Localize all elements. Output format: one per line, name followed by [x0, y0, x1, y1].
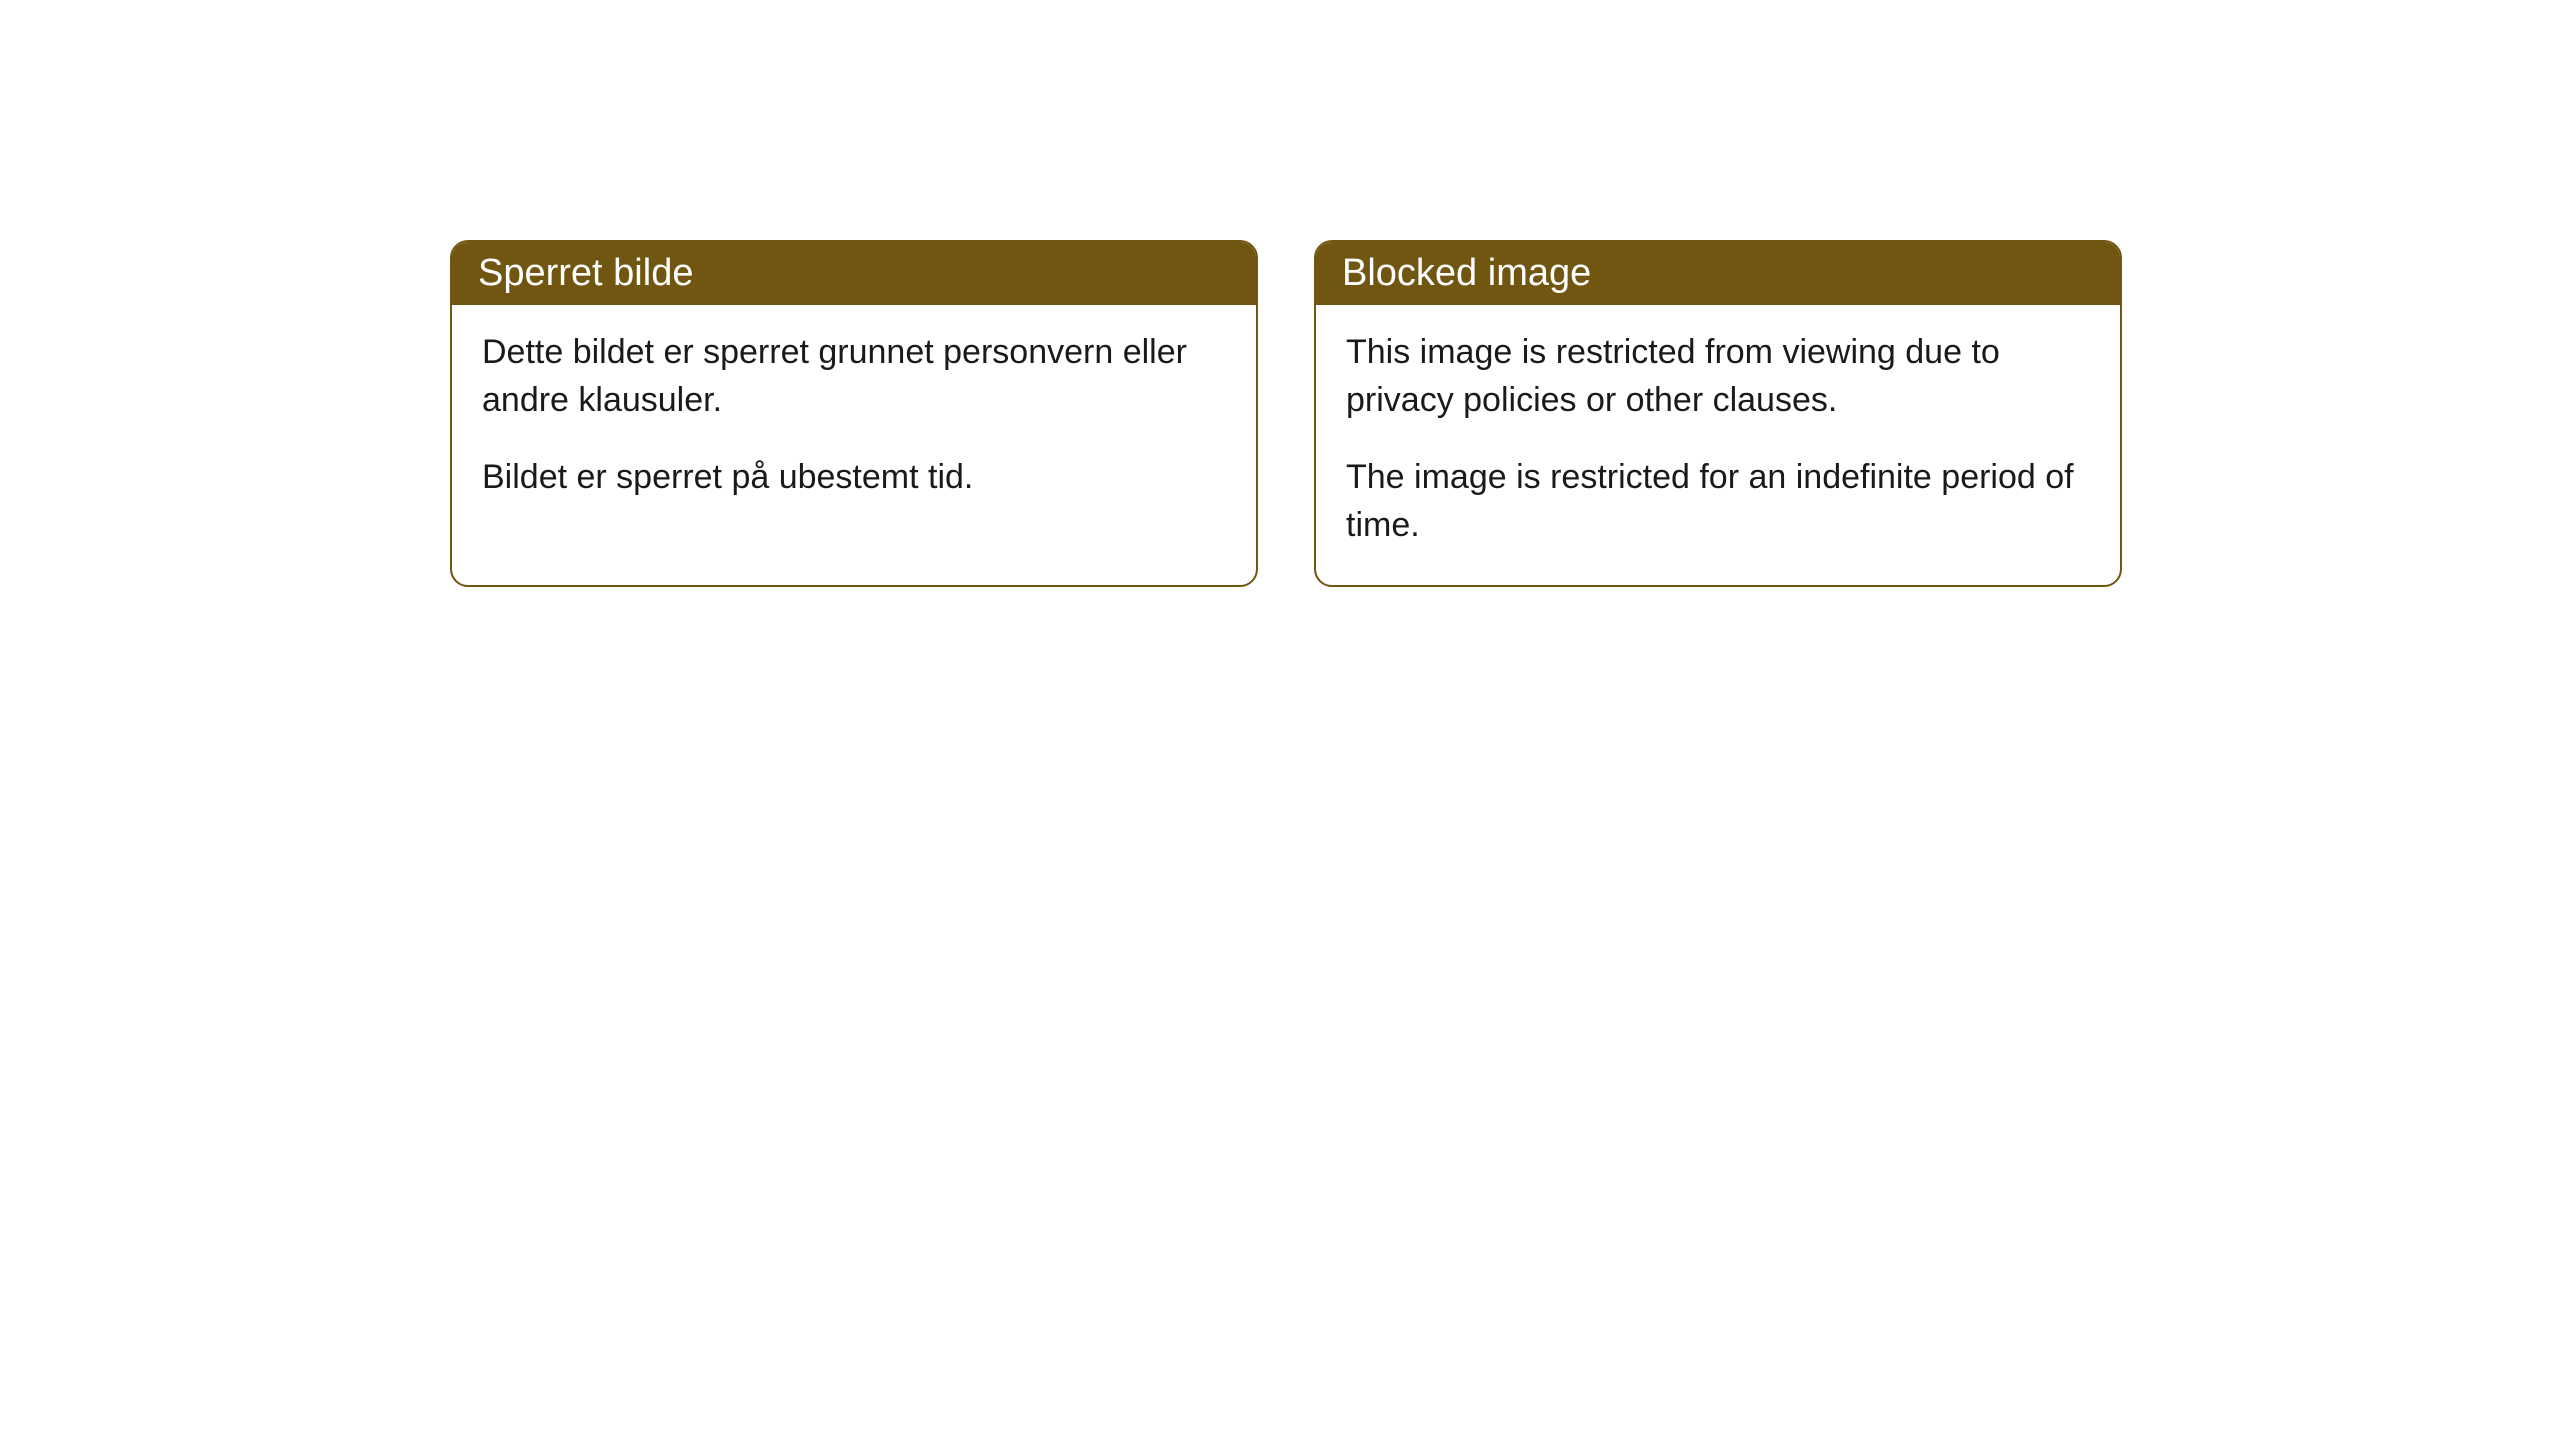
notice-container: Sperret bilde Dette bildet er sperret gr… [450, 240, 2122, 587]
card-paragraph: Bildet er sperret på ubestemt tid. [482, 454, 1226, 502]
card-header-norwegian: Sperret bilde [452, 242, 1256, 305]
card-paragraph: This image is restricted from viewing du… [1346, 329, 2090, 424]
card-title: Blocked image [1342, 252, 1591, 294]
card-body-english: This image is restricted from viewing du… [1316, 305, 2120, 585]
card-title: Sperret bilde [478, 252, 693, 294]
card-paragraph: Dette bildet er sperret grunnet personve… [482, 329, 1226, 424]
card-header-english: Blocked image [1316, 242, 2120, 305]
card-paragraph: The image is restricted for an indefinit… [1346, 454, 2090, 549]
card-body-norwegian: Dette bildet er sperret grunnet personve… [452, 305, 1256, 538]
blocked-image-card-norwegian: Sperret bilde Dette bildet er sperret gr… [450, 240, 1258, 587]
blocked-image-card-english: Blocked image This image is restricted f… [1314, 240, 2122, 587]
